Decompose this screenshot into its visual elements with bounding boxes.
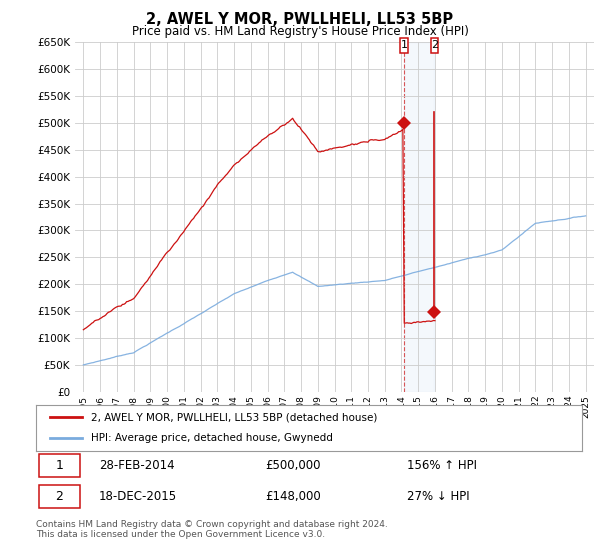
Text: HPI: Average price, detached house, Gwynedd: HPI: Average price, detached house, Gwyn… xyxy=(91,433,332,444)
Text: 2: 2 xyxy=(431,40,438,50)
FancyBboxPatch shape xyxy=(39,484,80,507)
Text: £148,000: £148,000 xyxy=(265,489,321,502)
Text: 2: 2 xyxy=(55,489,63,502)
FancyBboxPatch shape xyxy=(39,454,80,477)
Text: 18-DEC-2015: 18-DEC-2015 xyxy=(99,489,177,502)
Bar xyxy=(404,42,434,392)
Text: 2, AWEL Y MOR, PWLLHELI, LL53 5BP: 2, AWEL Y MOR, PWLLHELI, LL53 5BP xyxy=(146,12,454,27)
FancyBboxPatch shape xyxy=(431,38,438,53)
Text: 2, AWEL Y MOR, PWLLHELI, LL53 5BP (detached house): 2, AWEL Y MOR, PWLLHELI, LL53 5BP (detac… xyxy=(91,412,377,422)
Text: Price paid vs. HM Land Registry's House Price Index (HPI): Price paid vs. HM Land Registry's House … xyxy=(131,25,469,38)
Text: 1: 1 xyxy=(55,459,63,472)
FancyBboxPatch shape xyxy=(400,38,408,53)
Text: 27% ↓ HPI: 27% ↓ HPI xyxy=(407,489,470,502)
Text: £500,000: £500,000 xyxy=(265,459,321,472)
Text: Contains HM Land Registry data © Crown copyright and database right 2024.
This d: Contains HM Land Registry data © Crown c… xyxy=(36,520,388,539)
Text: 1: 1 xyxy=(400,40,407,50)
Text: 28-FEB-2014: 28-FEB-2014 xyxy=(99,459,175,472)
Text: 156% ↑ HPI: 156% ↑ HPI xyxy=(407,459,477,472)
